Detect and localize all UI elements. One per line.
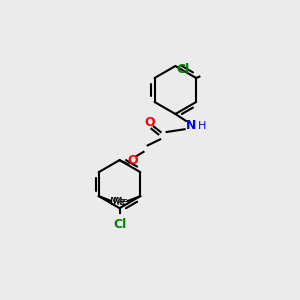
Text: O: O bbox=[145, 116, 155, 129]
Text: Me: Me bbox=[112, 197, 129, 207]
Text: N: N bbox=[185, 119, 196, 132]
Text: Me: Me bbox=[110, 197, 127, 207]
Text: Cl: Cl bbox=[113, 218, 126, 231]
Text: Cl: Cl bbox=[176, 63, 189, 76]
Text: H: H bbox=[198, 122, 206, 131]
Text: O: O bbox=[127, 154, 138, 167]
